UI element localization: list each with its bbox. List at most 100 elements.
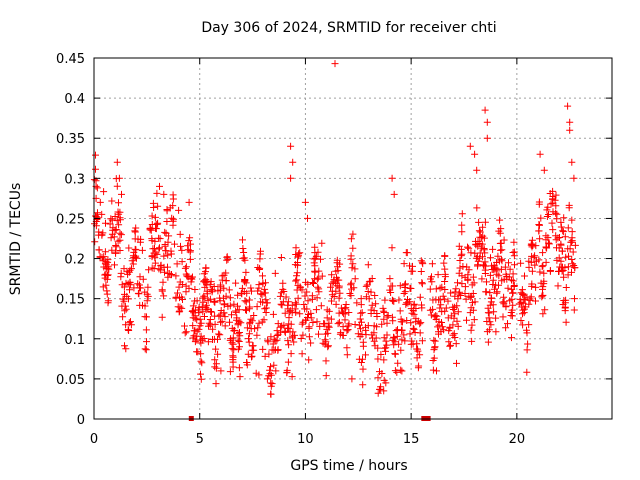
data-point [391, 367, 399, 375]
data-point [126, 286, 133, 294]
y-tick-label: 0.15 [56, 293, 85, 308]
data-point [494, 252, 502, 260]
data-point [407, 305, 415, 313]
data-point [128, 265, 135, 273]
data-point [336, 289, 344, 297]
data-point [357, 295, 365, 303]
data-point [271, 269, 279, 277]
data-point [366, 277, 374, 285]
data-point [127, 318, 134, 326]
data-point [426, 285, 434, 293]
data-point [528, 243, 536, 251]
data-point [210, 283, 218, 290]
data-point [220, 284, 228, 292]
data-point [455, 269, 463, 277]
data-point [440, 259, 448, 267]
data-point [191, 338, 199, 346]
data-point [298, 350, 306, 358]
data-point [384, 312, 392, 319]
data-point [348, 264, 356, 272]
data-point [335, 294, 343, 302]
data-point [449, 321, 457, 329]
data-point [202, 276, 210, 284]
data-point [489, 301, 497, 309]
data-point [565, 201, 573, 209]
data-point [531, 261, 539, 269]
data-point [328, 297, 335, 305]
data-point [151, 259, 159, 267]
data-point [453, 317, 461, 325]
data-point [218, 272, 226, 280]
data-point [454, 295, 462, 303]
data-point-peak [566, 126, 574, 134]
data-point [482, 288, 490, 296]
data-point [305, 333, 313, 341]
data-point [164, 251, 172, 259]
data-point [540, 280, 548, 288]
data-point [530, 253, 538, 261]
data-point [402, 280, 409, 288]
data-point-low [217, 367, 225, 375]
data-point [312, 306, 320, 314]
data-point [539, 310, 547, 318]
data-point [240, 249, 248, 256]
data-point-peak [390, 190, 398, 198]
data-point [211, 298, 219, 306]
data-point [521, 272, 528, 280]
data-point [236, 373, 244, 381]
data-point [395, 296, 403, 304]
data-point [542, 258, 550, 266]
data-point [532, 257, 540, 265]
data-point [552, 209, 560, 217]
chart-title: Day 306 of 2024, SRMTID for receiver cht… [201, 20, 496, 36]
data-point [343, 344, 351, 352]
data-point [499, 298, 507, 306]
data-point-peak [160, 190, 168, 198]
data-point [318, 239, 326, 247]
data-point [125, 327, 133, 334]
data-point [206, 281, 214, 289]
data-point [397, 346, 405, 354]
data-point-peak [566, 118, 574, 126]
data-point [299, 331, 307, 339]
data-point [193, 297, 201, 305]
data-point [481, 218, 489, 226]
data-point [457, 252, 465, 260]
data-point [223, 256, 231, 264]
data-point [523, 326, 530, 334]
data-point [296, 310, 304, 318]
data-point [395, 340, 403, 348]
data-point [135, 290, 143, 298]
data-point [114, 237, 122, 245]
data-point [309, 319, 317, 326]
data-point [226, 294, 234, 302]
data-point [417, 268, 425, 275]
data-point [293, 269, 301, 277]
data-point [454, 279, 461, 287]
data-point [93, 184, 101, 192]
data-point [499, 313, 507, 321]
data-point [288, 332, 296, 340]
data-point [210, 297, 218, 305]
data-point [237, 289, 245, 297]
data-point [185, 284, 193, 292]
data-point [528, 282, 536, 290]
data-point [472, 237, 479, 245]
data-point [508, 312, 516, 320]
data-point [248, 287, 255, 295]
data-point [406, 330, 414, 338]
data-point [469, 299, 476, 307]
data-point [293, 286, 301, 294]
data-point-peak [113, 158, 121, 166]
data-point [411, 329, 419, 336]
data-point [538, 292, 546, 300]
data-point [430, 336, 438, 344]
data-point [136, 301, 144, 309]
data-point [458, 280, 466, 288]
data-point [101, 260, 109, 268]
data-point [249, 342, 257, 350]
data-point [285, 314, 293, 322]
data-point [362, 331, 370, 339]
data-point [359, 365, 367, 373]
data-point [495, 272, 503, 280]
